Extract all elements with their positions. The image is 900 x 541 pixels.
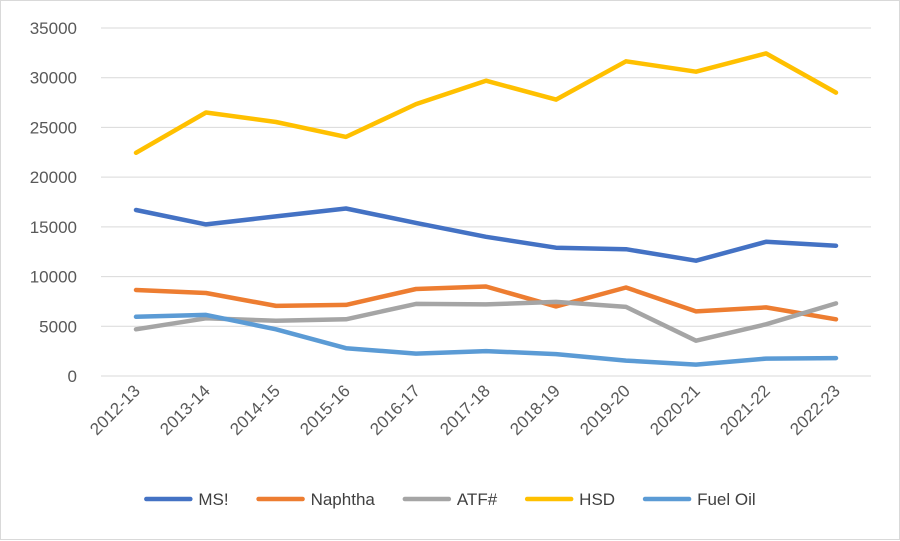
x-tick-label: 2018-19 [506, 381, 564, 439]
series-line-atf [133, 299, 839, 343]
legend: MS! Naphtha ATF# HSD Fuel Oil [144, 490, 756, 509]
y-tick-label: 10000 [30, 268, 77, 287]
x-tick-label: 2013-14 [156, 381, 214, 439]
x-tick-label: 2012-13 [86, 381, 144, 439]
series-line-fuel-oil [133, 312, 839, 367]
y-axis-ticks: 0 5000 10000 15000 20000 25000 30000 35000 [30, 19, 77, 386]
legend-label-naphtha: Naphtha [311, 490, 376, 509]
y-tick-label: 5000 [39, 317, 77, 336]
series-line-hsd [133, 51, 839, 156]
y-tick-label: 20000 [30, 168, 77, 187]
x-axis-ticks: 2012-13 2013-14 2014-15 2015-16 2016-17 2017-… [86, 381, 844, 439]
x-tick-label: 2020-21 [646, 381, 704, 439]
y-tick-label: 35000 [30, 19, 77, 38]
x-tick-label: 2014-15 [226, 381, 284, 439]
x-tick-label: 2022-23 [786, 381, 844, 439]
y-tick-label: 15000 [30, 218, 77, 237]
x-tick-label: 2021-22 [716, 381, 774, 439]
y-tick-label: 30000 [30, 69, 77, 88]
x-tick-label: 2017-18 [436, 381, 494, 439]
x-tick-label: 2016-17 [366, 381, 424, 439]
series-line-naphtha [133, 284, 839, 322]
legend-label-fuel-oil: Fuel Oil [697, 490, 756, 509]
y-tick-label: 25000 [30, 118, 77, 137]
x-tick-label: 2015-16 [296, 381, 354, 439]
series-lines [133, 51, 839, 367]
gridlines [101, 27, 871, 327]
legend-label-ms: MS! [198, 490, 228, 509]
series-line-ms [133, 206, 839, 263]
legend-label-hsd: HSD [579, 490, 615, 509]
x-tick-label: 2019-20 [576, 381, 634, 439]
legend-label-atf: ATF# [457, 490, 498, 509]
y-tick-label: 0 [68, 367, 77, 386]
